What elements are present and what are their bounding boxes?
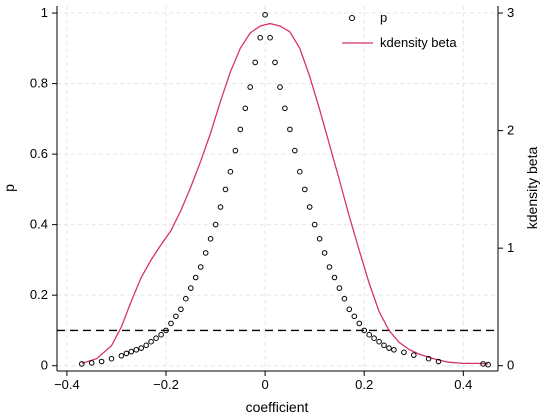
x-tick-label: −0.2 — [153, 377, 179, 392]
y-tick-label: 1 — [41, 5, 48, 20]
scatter-point — [108, 355, 115, 362]
scatter-point — [217, 204, 224, 210]
tick-labels: −0.4 −0.2 0 0.2 0.4 0 0.2 0.4 0.6 0.8 1 0 1 2 3 — [30, 5, 514, 392]
scatter-point — [138, 345, 144, 351]
scatter-point — [282, 105, 288, 112]
legend-label-kdensity: kdensity beta — [380, 35, 457, 50]
scatter-point — [306, 204, 313, 210]
y-tick-label: 0.4 — [30, 217, 48, 232]
scatter-point — [321, 250, 328, 256]
scatter-point — [202, 250, 209, 256]
scatter-point — [425, 355, 432, 362]
scatter-point — [336, 285, 343, 291]
scatter-point — [158, 331, 164, 338]
scatter-point — [183, 295, 189, 302]
scatter-point — [197, 264, 204, 270]
scatter-point — [480, 361, 486, 367]
scatter-point — [212, 221, 219, 228]
kdensity-line — [81, 22, 489, 365]
scatter-point — [485, 361, 491, 368]
scatter-point — [148, 338, 154, 345]
scatter-point — [227, 168, 234, 175]
scatter-point — [297, 168, 303, 175]
scatter-point — [351, 313, 358, 320]
scatter-point — [287, 126, 293, 133]
scatter-point — [381, 342, 387, 349]
x-axis-label: coefficient — [246, 399, 309, 415]
kdensity-series — [81, 22, 489, 365]
scatter-point — [247, 84, 253, 90]
p-series — [79, 12, 491, 368]
scatter-point — [272, 59, 278, 66]
scatter-point — [316, 236, 323, 242]
scatter-point — [311, 221, 318, 228]
scatter-point — [123, 350, 130, 357]
scatter-point — [267, 34, 273, 41]
scatter-point — [163, 327, 169, 334]
scatter-point — [128, 348, 135, 355]
y-tick-label: 0.2 — [30, 287, 48, 302]
scatter-point — [262, 12, 268, 18]
scatter-point — [207, 236, 214, 242]
scatter-point — [133, 347, 140, 353]
scatter-point — [361, 327, 368, 334]
scatter-point — [118, 353, 125, 359]
y-tick-label: 0 — [41, 358, 48, 373]
legend: p kdensity beta — [342, 10, 457, 50]
scatter-point — [143, 342, 149, 349]
plot-area — [57, 6, 498, 371]
y2-tick-label: 1 — [507, 240, 514, 255]
scatter-point — [341, 295, 348, 302]
scatter-point — [331, 274, 338, 281]
x-tick-label: 0.2 — [355, 377, 373, 392]
scatter-point — [178, 306, 184, 313]
legend-marker-p — [349, 15, 355, 21]
scatter-point — [411, 352, 417, 358]
scatter-point — [192, 274, 199, 281]
scatter-point — [252, 59, 258, 66]
scatter-point — [292, 147, 298, 154]
scatter-point — [168, 320, 174, 327]
scatter-point — [366, 331, 373, 338]
x-tick-label: −0.4 — [54, 377, 80, 392]
x-tick-label: 0.4 — [454, 377, 472, 392]
scatter-point — [346, 306, 353, 313]
scatter-point — [277, 84, 283, 90]
scatter-point — [391, 347, 397, 353]
scatter-point — [188, 285, 194, 291]
scatter-point — [232, 147, 239, 154]
grid — [57, 6, 498, 371]
y-tick-label: 0.6 — [30, 146, 48, 161]
scatter-point — [153, 335, 159, 342]
scatter-point — [376, 338, 382, 345]
y-tick-label: 0.8 — [30, 76, 48, 91]
scatter-point — [257, 34, 264, 41]
y2-tick-label: 2 — [507, 123, 514, 138]
scatter-point — [371, 335, 377, 342]
scatter-point — [356, 320, 363, 327]
x-tick-label: 0 — [261, 377, 268, 392]
scatter-point — [88, 360, 95, 366]
scatter-point — [302, 186, 308, 193]
scatter-point — [222, 186, 229, 193]
scatter-point — [237, 126, 244, 133]
scatter-point — [242, 105, 249, 112]
scatter-point — [326, 264, 333, 270]
scatter-point — [435, 358, 442, 365]
y2-tick-label: 0 — [507, 358, 514, 373]
y-axis-label: p — [1, 184, 17, 192]
y2-tick-label: 3 — [507, 5, 514, 20]
scatter-point — [98, 358, 105, 365]
scatter-point — [386, 345, 392, 351]
scatter-point — [401, 349, 407, 356]
scatter-point — [79, 361, 85, 367]
axes — [52, 6, 503, 376]
legend-label-p: p — [380, 10, 387, 25]
y2-axis-label: kdensity beta — [524, 147, 540, 230]
scatter-point — [173, 313, 179, 320]
